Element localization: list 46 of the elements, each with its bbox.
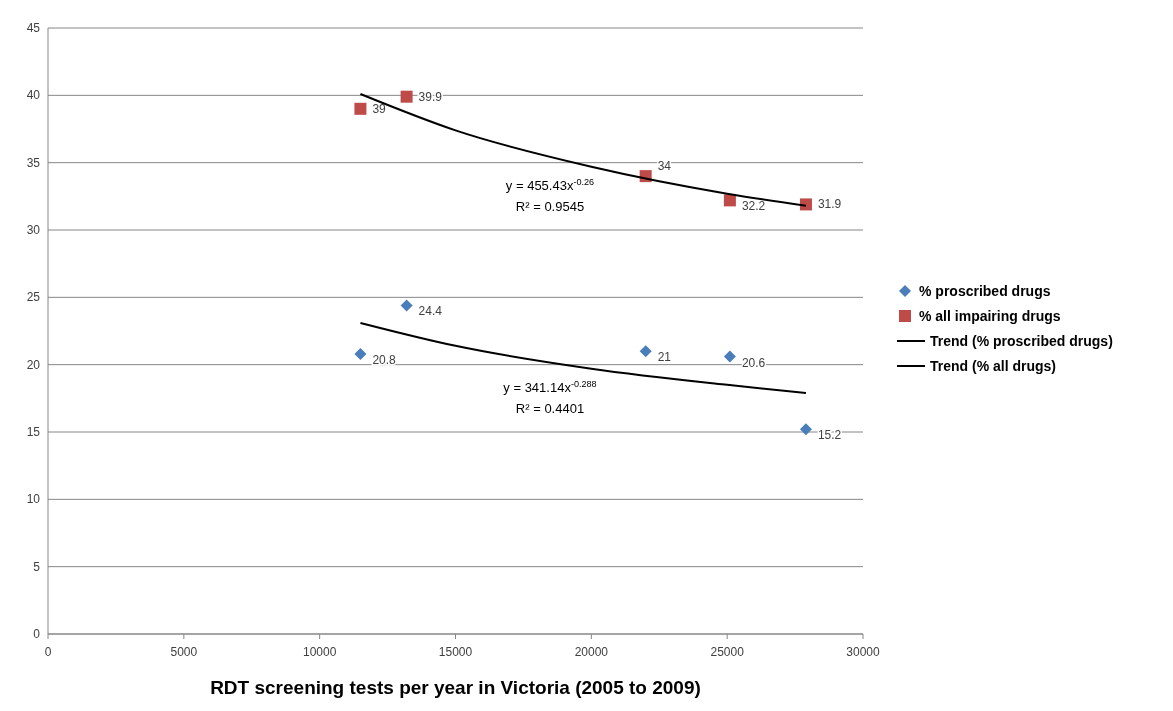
data-label: 21 (657, 350, 672, 365)
point (400, 299, 413, 312)
point (400, 90, 413, 103)
data-label: 31.9 (817, 197, 842, 212)
point (799, 198, 812, 211)
y-tick-label: 35 (26, 155, 41, 170)
data-label: 34 (657, 159, 672, 174)
y-tick-label: 45 (26, 21, 41, 35)
data-label: 32.2 (741, 199, 766, 214)
legend-label: Trend (% proscribed drugs) (930, 333, 1113, 349)
data-label: 15.2 (817, 428, 842, 443)
legend-label: Trend (% all drugs) (930, 358, 1057, 374)
y-tick-label: 0 (33, 627, 41, 641)
annotation: y = 455.43x$^{-0.26}$ (505, 177, 595, 193)
annotation: R² = 0.9545 (515, 199, 585, 214)
legend-label: % all impairing drugs (919, 308, 1061, 324)
x-tick-label: 5000 (170, 645, 198, 659)
legend-label: % proscribed drugs (919, 283, 1051, 299)
data-label: 39 (372, 101, 387, 116)
y-tick-label: 20 (26, 357, 41, 372)
x-tick-label: 30000 (846, 645, 881, 659)
y-tick-label: 5 (33, 559, 41, 574)
y-tick-label: 15 (26, 425, 41, 439)
annotation: y = 341.14x$^{-0.288}$ (503, 379, 597, 395)
data-label: 20.8 (372, 352, 397, 367)
x-tick-label: 20000 (574, 645, 609, 659)
point (354, 102, 367, 115)
y-tick-label: 25 (26, 290, 41, 305)
data-label: 24.4 (418, 304, 443, 319)
x-tick-label: 25000 (710, 645, 745, 659)
point (639, 345, 652, 358)
point (723, 194, 736, 207)
x-tick-label: 0 (44, 645, 52, 659)
annotation: R² = 0.4401 (515, 401, 585, 416)
y-tick-label: 10 (26, 492, 41, 507)
y-tick-label: 40 (26, 88, 41, 103)
x-tick-label: 15000 (438, 645, 473, 659)
y-tick-label: 30 (26, 223, 41, 237)
line-series (359, 321, 807, 394)
point (354, 347, 367, 360)
x-tick-label: 10000 (302, 645, 337, 659)
point (723, 350, 736, 363)
point (799, 423, 812, 436)
data-label: 39.9 (418, 89, 443, 104)
x-axis-title: RDT screening tests per year in Victoria (2005 to 2009) (210, 677, 701, 698)
data-label: 20.6 (741, 355, 766, 370)
